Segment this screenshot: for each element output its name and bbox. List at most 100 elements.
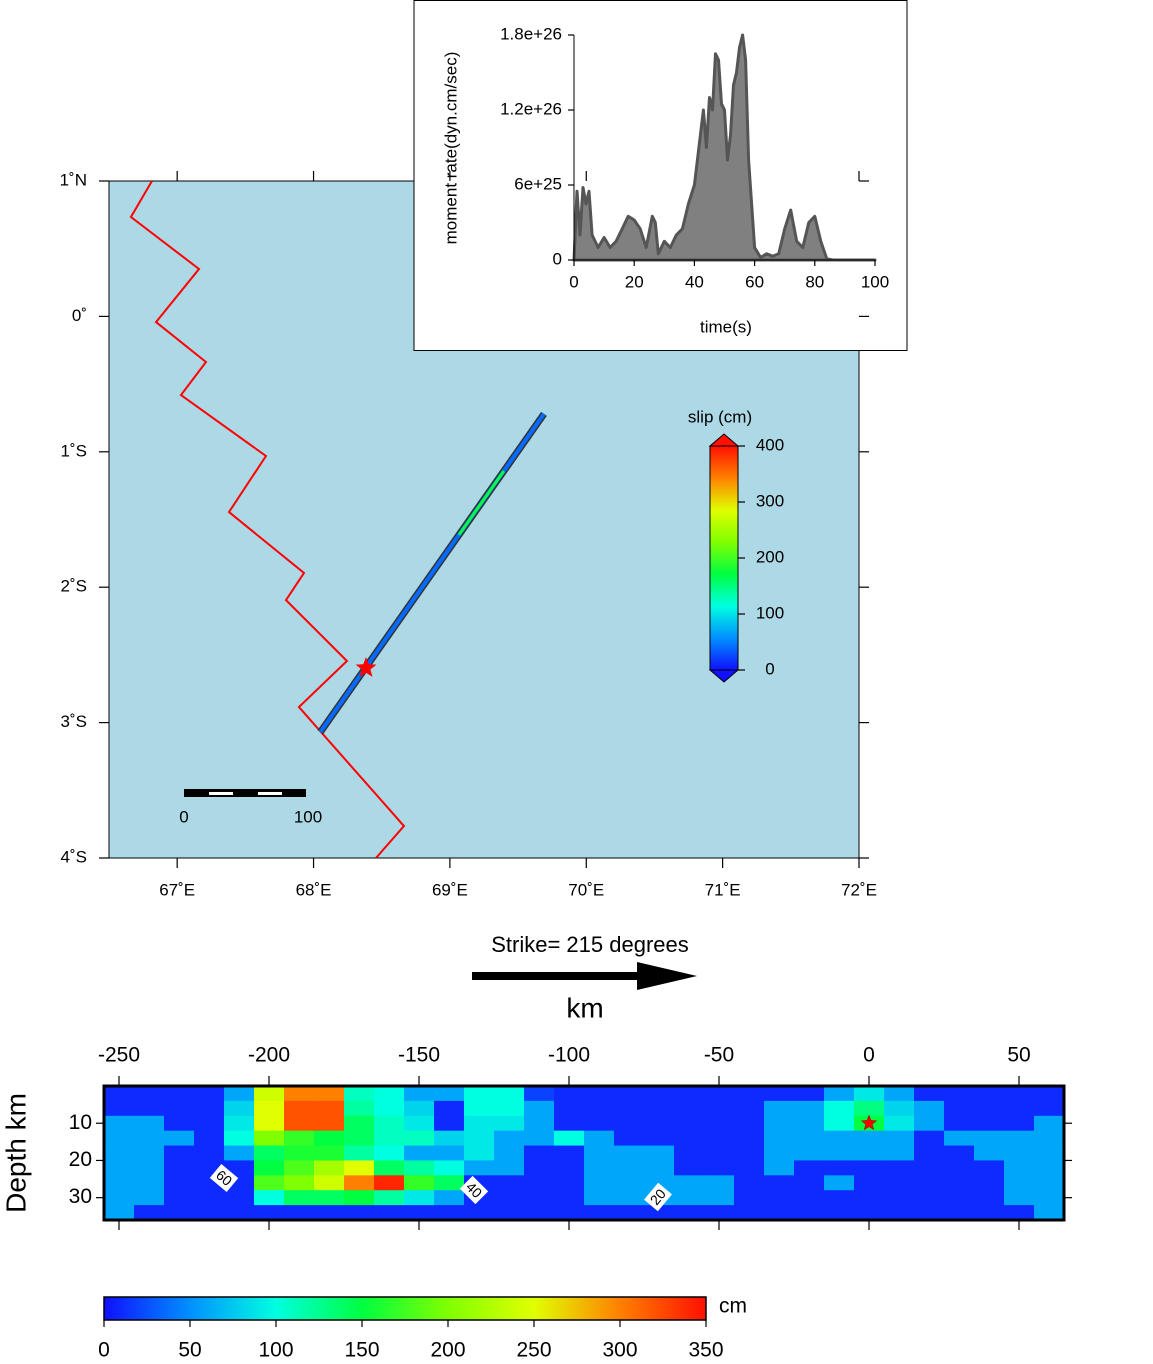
slip-cell [254,1100,285,1117]
slip-cell [1034,1100,1065,1117]
slip-cell [854,1145,885,1161]
slip-cell [434,1100,465,1117]
slip-cell [374,1175,405,1191]
slip-cell [644,1086,675,1102]
x-tick-label: 70˚E [568,880,604,899]
slip-cell [314,1115,345,1132]
slip-cell [314,1175,345,1191]
x-tick-label: 71˚E [705,880,741,899]
x-tick-label: 0 [569,272,578,291]
slip-cell [224,1160,255,1176]
slip-cell [794,1205,825,1221]
slip-cell [554,1100,585,1117]
slip-cell [734,1175,765,1191]
slip-cell [314,1205,345,1221]
slip-cell [854,1205,885,1221]
slip-cell [164,1130,195,1146]
slip-cell [764,1190,795,1206]
x-tick-label: -250 [98,1044,140,1067]
scale-label: 100 [294,807,322,826]
slip-cell [104,1145,135,1161]
slip-cell [284,1205,315,1221]
colorbar-tick-label: 200 [756,547,784,566]
slip-cell [764,1145,795,1161]
slip-cell [674,1130,705,1146]
x-tick-label: 40 [685,272,704,291]
slip-cell [494,1145,525,1161]
slip-cell [404,1100,435,1117]
slip-cell [464,1160,495,1176]
slip-cell [194,1115,225,1132]
slip-cell [824,1190,855,1206]
slip-cell [824,1100,855,1117]
y-tick-label: 1˚N [60,170,87,189]
slip-cell [644,1130,675,1146]
x-tick-label: 60 [745,272,764,291]
slip-cell [134,1145,165,1161]
slip-cell [404,1086,435,1102]
slip-cell [494,1160,525,1176]
slip-cell [584,1145,615,1161]
contour-label-bg [644,1182,672,1212]
slip-cell [944,1086,975,1102]
slip-cell [434,1160,465,1176]
slip-cell [524,1205,555,1221]
slip-cell [1034,1175,1065,1191]
slip-cell [944,1205,975,1221]
slip-cell [524,1100,555,1117]
plate-boundary [129,181,406,858]
colorbar-tick-label: 200 [430,1339,465,1362]
slip-cell [284,1130,315,1146]
slip-cell [794,1145,825,1161]
slip-cell [854,1190,885,1206]
slip-cell [944,1130,975,1146]
slip-cell [884,1190,915,1206]
slip-cell [284,1086,315,1102]
slip-cell [194,1205,225,1221]
slip-cell [344,1086,375,1102]
slip-cell [974,1175,1005,1191]
slip-cell [734,1190,765,1206]
y-tick-label: 1˚S [61,441,87,460]
slip-cell [344,1100,375,1117]
slip-cell [224,1130,255,1146]
slip-cell [164,1175,195,1191]
slip-cell [914,1160,945,1176]
slip-cell [1034,1205,1065,1221]
slip-cell [554,1130,585,1146]
slip-cell [464,1130,495,1146]
slip-cell [584,1175,615,1191]
slip-cell [224,1145,255,1161]
slip-cell [644,1175,675,1191]
slip-cell [704,1160,735,1176]
hypocenter [860,1114,878,1131]
slip-cell [1004,1160,1035,1176]
contour-label: 40 [459,1175,489,1205]
colorbar-tick-label: 100 [756,603,784,622]
slip-cell [104,1100,135,1117]
slip-cell [344,1145,375,1161]
slip-cell [614,1115,645,1132]
slip-cell [104,1190,135,1206]
slip-cell [674,1205,705,1221]
x-tick-label: -150 [398,1044,440,1067]
slip-cell [794,1190,825,1206]
slip-cell [764,1175,795,1191]
slip-cell [404,1205,435,1221]
slip-cell [914,1205,945,1221]
slip-cell [674,1086,705,1102]
colorbar-under [708,669,740,683]
slip-cell [884,1145,915,1161]
slip-cell [764,1115,795,1132]
slip-cell [374,1190,405,1206]
slip-cell [164,1086,195,1102]
slip-cell [164,1145,195,1161]
slip-cell [1004,1086,1035,1102]
slip-cell [974,1086,1005,1102]
slip-cell [674,1175,705,1191]
slip-cell [404,1190,435,1206]
slip-cell [134,1086,165,1102]
slip-cell [524,1190,555,1206]
slip-cell [614,1145,645,1161]
